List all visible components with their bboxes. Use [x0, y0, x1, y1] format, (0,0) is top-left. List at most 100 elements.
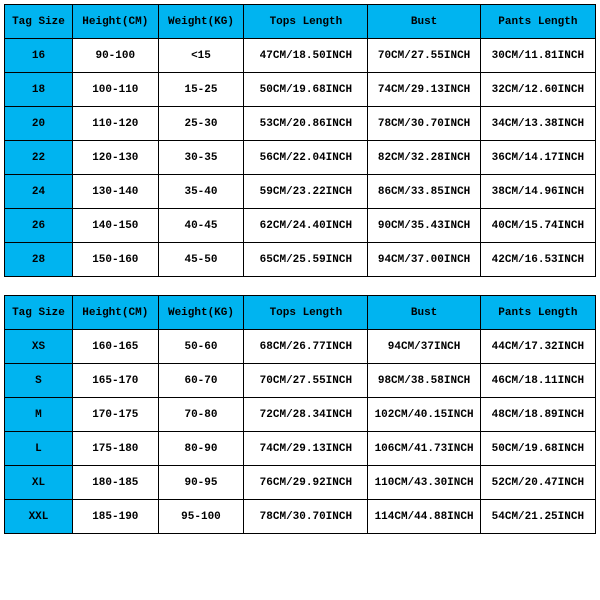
- size-chart-adults-body: XS160-16550-6068CM/26.77INCH94CM/37INCH4…: [5, 330, 596, 534]
- tag-size-cell: L: [5, 432, 73, 466]
- data-cell: 59CM/23.22INCH: [244, 175, 368, 209]
- table-row: 22120-13030-3556CM/22.04INCH82CM/32.28IN…: [5, 141, 596, 175]
- col-tag-size: Tag Size: [5, 296, 73, 330]
- tag-size-cell: XS: [5, 330, 73, 364]
- size-chart-kids: Tag Size Height(CM) Weight(KG) Tops Leng…: [4, 4, 596, 277]
- data-cell: 98CM/38.58INCH: [368, 364, 480, 398]
- header-row: Tag Size Height(CM) Weight(KG) Tops Leng…: [5, 296, 596, 330]
- data-cell: 25-30: [158, 107, 244, 141]
- table-row: 24130-14035-4059CM/23.22INCH86CM/33.85IN…: [5, 175, 596, 209]
- table-row: 28150-16045-5065CM/25.59INCH94CM/37.00IN…: [5, 243, 596, 277]
- table-row: S165-17060-7070CM/27.55INCH98CM/38.58INC…: [5, 364, 596, 398]
- data-cell: 60-70: [158, 364, 244, 398]
- data-cell: 106CM/41.73INCH: [368, 432, 480, 466]
- data-cell: 100-110: [72, 73, 158, 107]
- table-gap: [4, 277, 596, 295]
- data-cell: 53CM/20.86INCH: [244, 107, 368, 141]
- data-cell: 86CM/33.85INCH: [368, 175, 480, 209]
- col-bust: Bust: [368, 5, 480, 39]
- col-tops-length: Tops Length: [244, 296, 368, 330]
- data-cell: 40-45: [158, 209, 244, 243]
- data-cell: 130-140: [72, 175, 158, 209]
- col-height: Height(CM): [72, 5, 158, 39]
- data-cell: 180-185: [72, 466, 158, 500]
- data-cell: 52CM/20.47INCH: [480, 466, 595, 500]
- data-cell: 45-50: [158, 243, 244, 277]
- data-cell: 80-90: [158, 432, 244, 466]
- table-row: XL180-18590-9576CM/29.92INCH110CM/43.30I…: [5, 466, 596, 500]
- data-cell: 62CM/24.40INCH: [244, 209, 368, 243]
- data-cell: 90-100: [72, 39, 158, 73]
- size-chart-adults: Tag Size Height(CM) Weight(KG) Tops Leng…: [4, 295, 596, 534]
- data-cell: 35-40: [158, 175, 244, 209]
- table-row: 20110-12025-3053CM/20.86INCH78CM/30.70IN…: [5, 107, 596, 141]
- data-cell: 150-160: [72, 243, 158, 277]
- tag-size-cell: 28: [5, 243, 73, 277]
- data-cell: 38CM/14.96INCH: [480, 175, 595, 209]
- data-cell: 56CM/22.04INCH: [244, 141, 368, 175]
- data-cell: 54CM/21.25INCH: [480, 500, 595, 534]
- tag-size-cell: 24: [5, 175, 73, 209]
- data-cell: 110CM/43.30INCH: [368, 466, 480, 500]
- data-cell: 30CM/11.81INCH: [480, 39, 595, 73]
- tag-size-cell: 22: [5, 141, 73, 175]
- data-cell: 70CM/27.55INCH: [244, 364, 368, 398]
- data-cell: 47CM/18.50INCH: [244, 39, 368, 73]
- col-tag-size: Tag Size: [5, 5, 73, 39]
- table-row: 26140-15040-4562CM/24.40INCH90CM/35.43IN…: [5, 209, 596, 243]
- data-cell: 185-190: [72, 500, 158, 534]
- data-cell: 30-35: [158, 141, 244, 175]
- data-cell: 95-100: [158, 500, 244, 534]
- data-cell: 46CM/18.11INCH: [480, 364, 595, 398]
- data-cell: 78CM/30.70INCH: [368, 107, 480, 141]
- data-cell: 102CM/40.15INCH: [368, 398, 480, 432]
- data-cell: 34CM/13.38INCH: [480, 107, 595, 141]
- size-chart-kids-body: 1690-100<1547CM/18.50INCH70CM/27.55INCH3…: [5, 39, 596, 277]
- tag-size-cell: S: [5, 364, 73, 398]
- data-cell: 114CM/44.88INCH: [368, 500, 480, 534]
- data-cell: 72CM/28.34INCH: [244, 398, 368, 432]
- data-cell: 74CM/29.13INCH: [244, 432, 368, 466]
- data-cell: 160-165: [72, 330, 158, 364]
- table-row: M170-17570-8072CM/28.34INCH102CM/40.15IN…: [5, 398, 596, 432]
- data-cell: 94CM/37INCH: [368, 330, 480, 364]
- data-cell: 78CM/30.70INCH: [244, 500, 368, 534]
- col-weight: Weight(KG): [158, 5, 244, 39]
- col-bust: Bust: [368, 296, 480, 330]
- data-cell: 15-25: [158, 73, 244, 107]
- tag-size-cell: 20: [5, 107, 73, 141]
- col-weight: Weight(KG): [158, 296, 244, 330]
- table-row: 18100-11015-2550CM/19.68INCH74CM/29.13IN…: [5, 73, 596, 107]
- tag-size-cell: 18: [5, 73, 73, 107]
- col-pants-length: Pants Length: [480, 5, 595, 39]
- data-cell: 50CM/19.68INCH: [480, 432, 595, 466]
- data-cell: 70-80: [158, 398, 244, 432]
- tag-size-cell: 16: [5, 39, 73, 73]
- data-cell: 44CM/17.32INCH: [480, 330, 595, 364]
- tag-size-cell: XL: [5, 466, 73, 500]
- header-row: Tag Size Height(CM) Weight(KG) Tops Leng…: [5, 5, 596, 39]
- data-cell: 50CM/19.68INCH: [244, 73, 368, 107]
- data-cell: 68CM/26.77INCH: [244, 330, 368, 364]
- tag-size-cell: M: [5, 398, 73, 432]
- table-row: 1690-100<1547CM/18.50INCH70CM/27.55INCH3…: [5, 39, 596, 73]
- table-row: XXL185-19095-10078CM/30.70INCH114CM/44.8…: [5, 500, 596, 534]
- col-tops-length: Tops Length: [244, 5, 368, 39]
- data-cell: 32CM/12.60INCH: [480, 73, 595, 107]
- data-cell: 165-170: [72, 364, 158, 398]
- col-height: Height(CM): [72, 296, 158, 330]
- table-row: XS160-16550-6068CM/26.77INCH94CM/37INCH4…: [5, 330, 596, 364]
- data-cell: 90CM/35.43INCH: [368, 209, 480, 243]
- data-cell: 120-130: [72, 141, 158, 175]
- data-cell: 48CM/18.89INCH: [480, 398, 595, 432]
- data-cell: 50-60: [158, 330, 244, 364]
- data-cell: 82CM/32.28INCH: [368, 141, 480, 175]
- data-cell: 42CM/16.53INCH: [480, 243, 595, 277]
- data-cell: 90-95: [158, 466, 244, 500]
- data-cell: 140-150: [72, 209, 158, 243]
- data-cell: 175-180: [72, 432, 158, 466]
- data-cell: 40CM/15.74INCH: [480, 209, 595, 243]
- data-cell: 94CM/37.00INCH: [368, 243, 480, 277]
- data-cell: 74CM/29.13INCH: [368, 73, 480, 107]
- data-cell: 110-120: [72, 107, 158, 141]
